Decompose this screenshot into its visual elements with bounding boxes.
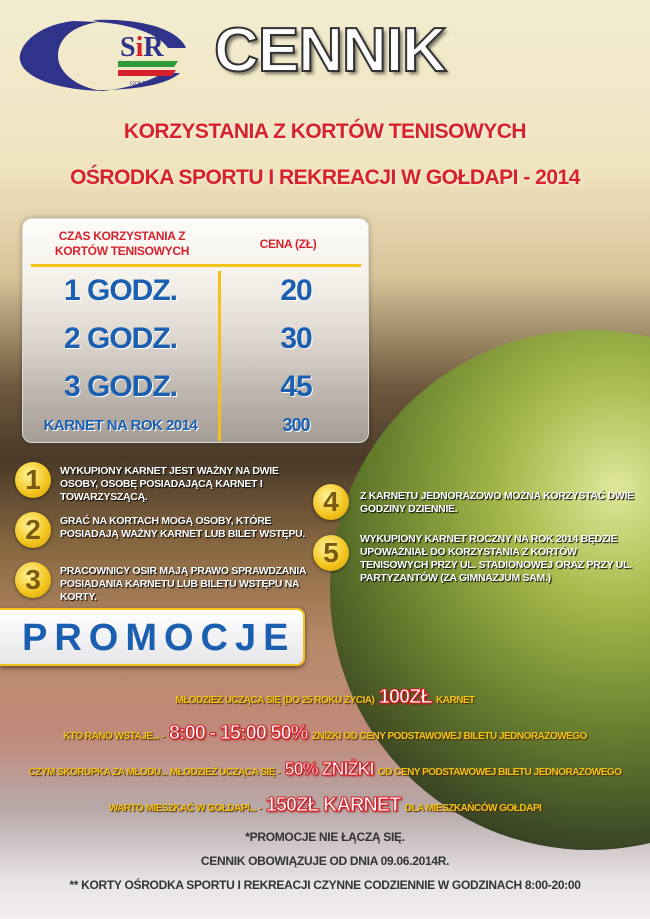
- row-price: 300: [282, 415, 310, 435]
- promo-line: CZYM SKORUPKA ZA MŁODU... MŁODZIEŻ UCZĄC…: [28, 759, 622, 780]
- promo-line: MŁODZIEŻ UCZĄCA SIĘ (DO 25 ROKU ŻYCIA) 1…: [175, 686, 475, 709]
- row-time: KARNET NA ROK 2014: [43, 417, 198, 434]
- note-text: GRAĆ NA KORTACH MOGĄ OSOBY, KTÓRE POSIAD…: [60, 515, 306, 540]
- note-number: 5: [313, 535, 349, 571]
- note-text: WYKUPIONY KARNET ROCZNY NA ROK 2014 BĘDZ…: [360, 533, 632, 584]
- note-text: PRACOWNICY OSIR MAJĄ PRAWO SPRAWDZANIA P…: [60, 565, 306, 603]
- price-table: CZAS KORZYSTANIA Z KORTÓW TENISOWYCH CEN…: [22, 218, 369, 443]
- row-price: 45: [280, 370, 312, 403]
- promo-list: MŁODZIEŻ UCZĄCA SIĘ (DO 25 ROKU ŻYCIA) 1…: [5, 684, 645, 894]
- footer-note: ** KORTY OŚRODKA SPORTU I REKREACJI CZYN…: [69, 878, 581, 892]
- footer-note: CENNIK OBOWIĄZUJE OD DNIA 09.06.2014R.: [200, 854, 450, 868]
- note-number: 1: [15, 462, 51, 498]
- note-number: 2: [15, 512, 51, 548]
- subtitle-line-2: OŚRODKA SPORTU I REKREACJI W GOŁDAPI - 2…: [70, 166, 580, 189]
- row-price: 30: [280, 322, 312, 355]
- row-time: 3 GODZ.: [63, 370, 178, 403]
- note-number: 3: [15, 562, 51, 598]
- divider: [218, 271, 221, 441]
- promo-banner: PROMOCJE: [0, 608, 305, 666]
- page-title: CENNIK: [213, 15, 448, 86]
- row-time: 2 GODZ.: [63, 322, 178, 355]
- note-text: WYKUPIONY KARNET JEST WAŻNY NA DWIE OSOB…: [60, 465, 279, 503]
- row-price: 20: [280, 274, 312, 307]
- header-price: CENA (ZŁ): [259, 237, 317, 251]
- osir-logo: SiR GOŁDAP: [19, 19, 186, 91]
- promo-heading: PROMOCJE: [22, 617, 296, 659]
- svg-text:GOŁDAP: GOŁDAP: [130, 81, 155, 87]
- header-time: CZAS KORZYSTANIA Z KORTÓW TENISOWYCH: [54, 229, 190, 258]
- note-number: 4: [313, 484, 349, 520]
- note-text: Z KARNETU JEDNORAZOWO MOŻNA KORZYSTAĆ DW…: [360, 490, 634, 515]
- row-time: 1 GODZ.: [63, 274, 178, 307]
- subtitle-line-1: KORZYSTANIA Z KORTÓW TENISOWYCH: [123, 120, 527, 143]
- promo-line: WARTO MIESZKAĆ W GOŁDAPI... - 150ZŁ KARN…: [108, 794, 542, 817]
- divider: [31, 264, 361, 267]
- svg-text:SiR: SiR: [120, 32, 164, 63]
- footer-note: *PROMOCJE NIE ŁĄCZĄ SIĘ.: [245, 830, 405, 844]
- promo-line: KTO RANO WSTAJE... - 8:00 - 15:00 50% ZN…: [63, 722, 587, 745]
